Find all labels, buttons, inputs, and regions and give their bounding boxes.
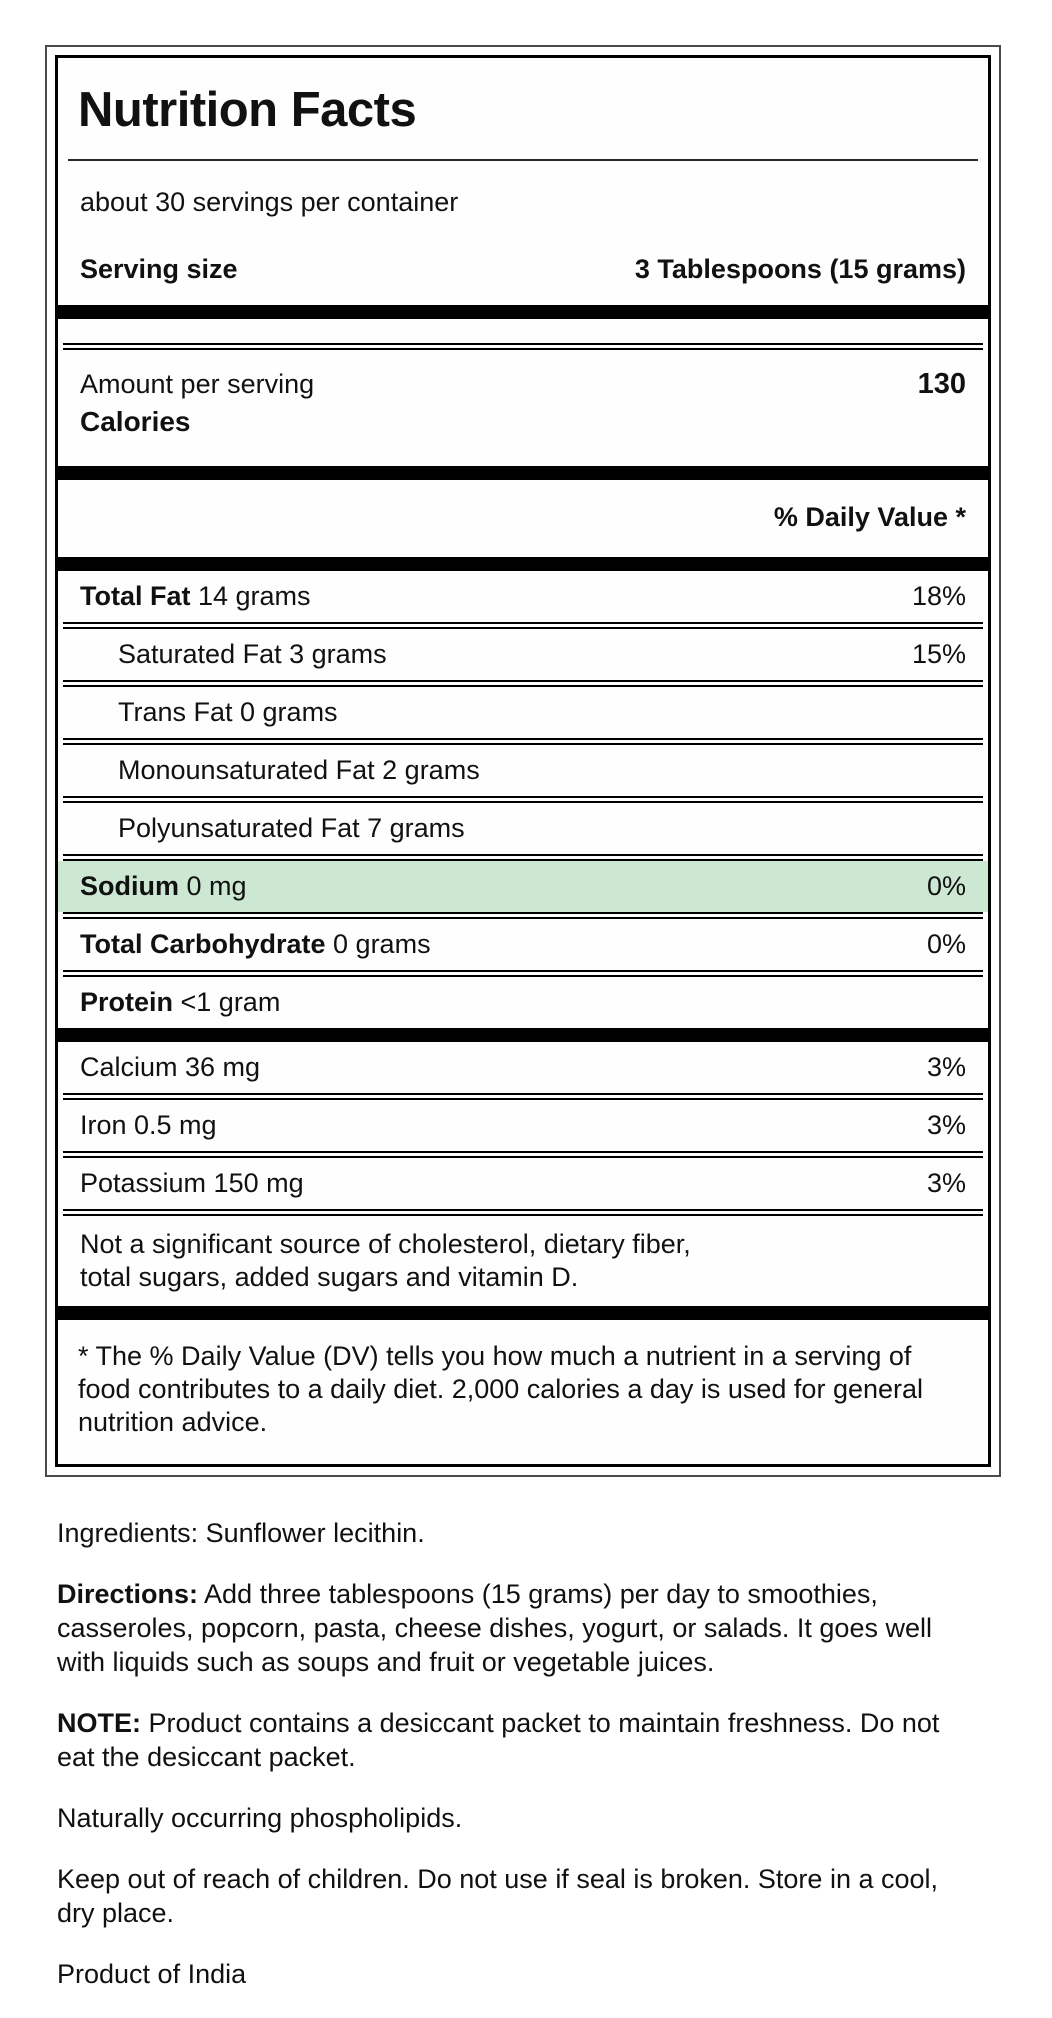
nutrient-name: Potassium 150 mg: [80, 1167, 304, 1198]
spacer: [58, 319, 988, 343]
nutrition-facts-inner-box: Nutrition Facts about 30 servings per co…: [55, 55, 991, 1467]
title-underline: [68, 158, 978, 161]
nutrient-row: Saturated Fat 3 grams 15%: [58, 629, 988, 680]
amount-per-serving-label: Amount per serving: [80, 368, 315, 399]
nutrient-name: Monounsaturated Fat 2 grams: [118, 754, 480, 785]
info-paragraph-lead: NOTE:: [57, 1708, 141, 1738]
thick-bar: [58, 1305, 988, 1320]
thick-bar: [58, 1027, 988, 1042]
row-separator: [63, 1092, 983, 1100]
thick-bar: [58, 304, 988, 319]
row-separator: [63, 342, 983, 350]
nutrient-row: Total Fat 14 grams 18%: [58, 571, 988, 622]
nutrient-name: Iron 0.5 mg: [80, 1109, 217, 1140]
row-separator: [63, 969, 983, 977]
calories-left: Amount per serving Calories: [80, 366, 314, 442]
nutrient-name: Polyunsaturated Fat 7 grams: [118, 812, 465, 843]
info-paragraph: Keep out of reach of children. Do not us…: [57, 1864, 939, 1928]
nutrient-row: Potassium 150 mg 3%: [58, 1158, 988, 1209]
serving-size-label: Serving size: [80, 253, 238, 284]
nutrient-daily-value: 18%: [911, 580, 966, 611]
nutrient-row: Polyunsaturated Fat 7 grams: [58, 803, 988, 854]
info-paragraph: Product of India: [57, 1959, 247, 1989]
info-paragraph: Naturally occurring phospholipids.: [57, 1803, 463, 1833]
thick-bar: [58, 465, 988, 480]
nutrient-name: Protein <1 gram: [80, 986, 281, 1017]
nutrient-row: Iron 0.5 mg 3%: [58, 1100, 988, 1151]
nutrient-name: Trans Fat 0 grams: [118, 696, 338, 727]
calories-label: Calories: [80, 405, 191, 437]
nutrient-name: Total Carbohydrate 0 grams: [80, 928, 431, 959]
servings-per-container: about 30 servings per container: [80, 186, 459, 217]
row-separator: [63, 1208, 983, 1216]
nutrient-daily-value: 3%: [926, 1051, 966, 1082]
row-separator: [63, 621, 983, 629]
thick-bar: [58, 556, 988, 571]
nutrient-name: Calcium 36 mg: [80, 1051, 261, 1082]
row-separator: [63, 795, 983, 803]
nutrient-rows: Total Fat 14 grams 18% Saturated Fat 3 gra…: [58, 571, 988, 1028]
nutrient-row: Trans Fat 0 grams: [58, 687, 988, 738]
info-paragraph: NOTE: Product contains a desiccant packe…: [57, 1708, 940, 1772]
nutrient-name: Sodium 0 mg: [80, 870, 247, 901]
row-separator: [63, 679, 983, 687]
nutrient-daily-value: 0%: [926, 928, 966, 959]
calories-value: 130: [917, 367, 966, 400]
nutrient-daily-value: 3%: [926, 1167, 966, 1198]
nutrient-row: Protein <1 gram: [58, 977, 988, 1028]
label-title: Nutrition Facts: [78, 83, 417, 137]
row-separator: [63, 853, 983, 861]
row-separator: [63, 911, 983, 919]
info-paragraph-lead: Directions:: [57, 1579, 199, 1609]
mineral-rows: Calcium 36 mg 3% Iron 0.5 mg 3% Potassium 15…: [58, 1042, 988, 1216]
row-separator: [63, 1150, 983, 1158]
calories-row: Amount per serving Calories 130: [58, 350, 988, 466]
daily-value-footnote: * The % Daily Value (DV) tells you how m…: [78, 1340, 924, 1437]
nutrient-name: Total Fat 14 grams: [80, 580, 311, 611]
nutrient-daily-value: 15%: [911, 638, 966, 669]
daily-value-header: % Daily Value *: [773, 501, 966, 532]
nutrient-row: Calcium 36 mg 3%: [58, 1042, 988, 1093]
info-paragraph: Directions: Add three tablespoons (15 gr…: [57, 1579, 932, 1677]
info-paragraph: Ingredients: Sunflower lecithin.: [57, 1518, 425, 1548]
nutrient-name: Saturated Fat 3 grams: [118, 638, 387, 669]
serving-size-row: Serving size 3 Tablespoons (15 grams): [58, 254, 988, 305]
serving-size-value: 3 Tablespoons (15 grams): [634, 253, 966, 284]
info-section: Ingredients: Sunflower lecithin. Directio…: [57, 1516, 973, 2018]
nutrient-daily-value: 0%: [926, 870, 966, 901]
nutrient-row: Monounsaturated Fat 2 grams: [58, 745, 988, 796]
row-separator: [63, 737, 983, 745]
nutrient-daily-value: 3%: [926, 1109, 966, 1140]
nutrient-row: Sodium 0 mg 0%: [58, 860, 988, 912]
nutrition-facts-label: Nutrition Facts about 30 servings per co…: [45, 45, 1001, 1477]
nutrient-row: Total Carbohydrate 0 grams 0%: [58, 919, 988, 970]
not-significant-note: Not a significant source of cholesterol,…: [80, 1228, 691, 1292]
